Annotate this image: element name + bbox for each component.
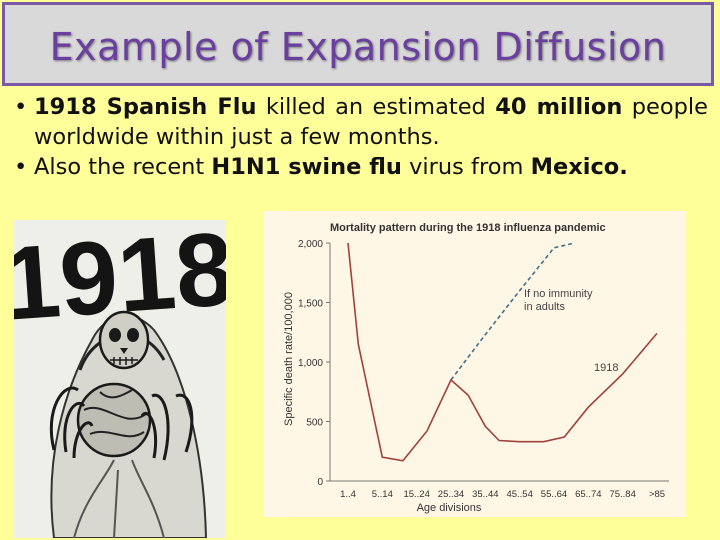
x-tick-label: 15..24 xyxy=(403,489,429,500)
pandemic-poster-image: 1918 xyxy=(14,220,226,538)
slide-title: Example of Expansion Diffusion xyxy=(49,25,667,69)
y-tick-label: 0 xyxy=(317,477,323,488)
no-immunity-label-line-1: If no immunity xyxy=(524,288,593,300)
chart-title: Mortality pattern during the 1918 influe… xyxy=(330,222,606,234)
bullet-2-text-2: virus from xyxy=(401,154,531,180)
y-tick-label: 2,000 xyxy=(298,239,323,250)
bullet-2-strong-1: H1N1 swine flu xyxy=(211,154,402,180)
title-box: Example of Expansion Diffusion xyxy=(2,2,714,86)
x-tick-label: 35..44 xyxy=(472,489,498,500)
x-tick-label: 25..34 xyxy=(438,489,464,500)
bullet-2-strong-2: Mexico. xyxy=(530,154,628,180)
series-no-immunity-line xyxy=(450,242,575,381)
mortality-chart: Mortality pattern during the 1918 influe… xyxy=(283,222,669,514)
x-tick-label: >85 xyxy=(649,489,665,500)
mortality-chart-panel: Mortality pattern during the 1918 influe… xyxy=(264,211,686,517)
bullet-1-strong-2: 40 million xyxy=(495,94,623,120)
no-immunity-label-line-2: in adults xyxy=(524,301,565,313)
x-tick-label: 55..64 xyxy=(541,489,567,500)
x-tick-label: 1..4 xyxy=(340,489,356,500)
bullet-2-text-1: Also the recent xyxy=(34,154,212,180)
bullet-item-spanish-flu: 1918 Spanish Flu killed an estimated 40 … xyxy=(8,92,708,152)
series-1918-line xyxy=(347,242,658,462)
x-axis-label: Age divisions xyxy=(417,502,482,514)
y-axis-label: Specific death rate/100,000 xyxy=(283,292,295,426)
bullet-item-h1n1: Also the recent H1N1 swine flu virus fro… xyxy=(8,152,708,182)
x-tick-label: 65..74 xyxy=(575,489,601,500)
y-tick-label: 500 xyxy=(306,418,323,429)
x-tick-label: 45..54 xyxy=(506,489,532,500)
skull-illustration: 1918 xyxy=(14,220,226,538)
x-tick-label: 75..84 xyxy=(609,489,635,500)
x-tick-label: 5..14 xyxy=(372,489,393,500)
series-1918-label: 1918 xyxy=(594,362,618,374)
bullet-1-text-2: people worldwide within just a few month… xyxy=(34,94,708,150)
bullet-1-text-1: killed an estimated xyxy=(256,94,496,120)
bullet-list: 1918 Spanish Flu killed an estimated 40 … xyxy=(8,92,708,182)
y-tick-label: 1,500 xyxy=(298,299,323,310)
bullet-1-strong-1: 1918 Spanish Flu xyxy=(34,94,257,120)
y-tick-label: 1,000 xyxy=(298,358,323,369)
